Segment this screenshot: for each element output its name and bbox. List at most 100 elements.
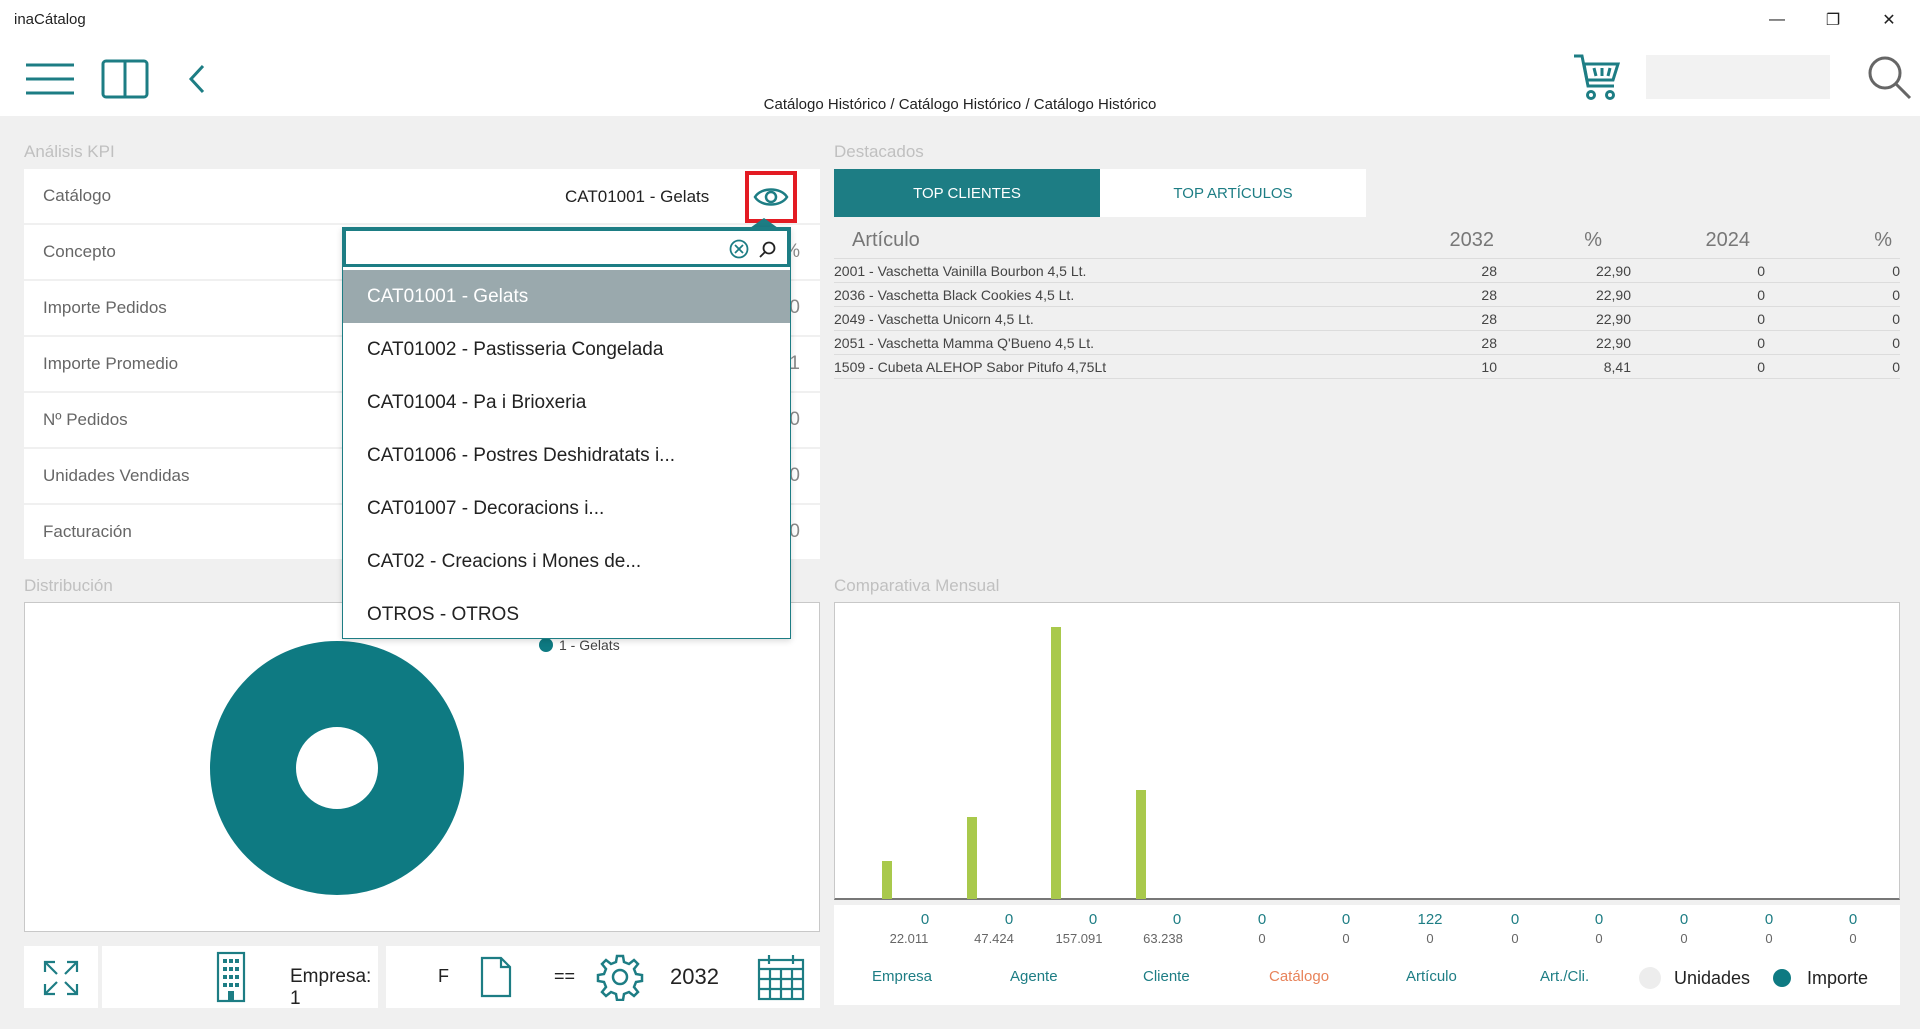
tab-top-clientes[interactable]: TOP CLIENTES: [834, 169, 1100, 217]
table-cell: 2049 - Vaschetta Unicorn 4,5 Lt.: [834, 311, 1034, 327]
importe-value: 0: [1172, 911, 1182, 928]
radio-importe-label[interactable]: Importe: [1807, 968, 1869, 988]
table-header: Artículo 2032 % 2024 %: [834, 219, 1900, 259]
destacados-section-title: Destacados: [834, 142, 924, 161]
destacados-table: Artículo 2032 % 2024 % 2001 - Vaschetta …: [834, 219, 1900, 379]
empresa-selector[interactable]: Empresa: 1: [102, 946, 378, 1009]
expand-icon: [43, 960, 79, 996]
monthly-bar[interactable]: [882, 861, 892, 899]
group-articulo[interactable]: Artículo: [1406, 968, 1457, 985]
kpi-section-title: Análisis KPI: [24, 142, 115, 161]
unidades-value: 0: [1765, 931, 1773, 946]
table-cell: 0: [1892, 311, 1900, 327]
calendar-icon[interactable]: [756, 952, 806, 1002]
gear-icon[interactable]: [596, 953, 644, 1001]
monthly-bar-chart: [834, 602, 1900, 900]
dropdown-item[interactable]: OTROS - OTROS: [367, 604, 519, 625]
monthly-bar[interactable]: [1051, 627, 1061, 899]
dropdown-item[interactable]: CAT01001 - Gelats: [343, 270, 790, 323]
table-row[interactable]: 2049 - Vaschetta Unicorn 4,5 Lt. 28 22,9…: [834, 307, 1900, 331]
year-value[interactable]: 2032: [670, 964, 719, 989]
table-row[interactable]: 1509 - Cubeta ALEHOP Sabor Pitufo 4,75Lt…: [834, 355, 1900, 379]
distribution-panel: [24, 602, 820, 932]
importe-value: 0: [1257, 911, 1267, 928]
monthly-bar[interactable]: [967, 817, 977, 899]
kpi-value: 0: [789, 465, 800, 486]
dropdown-item[interactable]: CAT01004 - Pa i Brioxeria: [367, 392, 587, 413]
group-cliente[interactable]: Cliente: [1143, 968, 1190, 985]
column-header: 2032: [1449, 229, 1495, 251]
table-cell: 2051 - Vaschetta Mamma Q'Bueno 4,5 Lt.: [834, 335, 1094, 351]
radio-unidades-label[interactable]: Unidades: [1674, 968, 1751, 988]
unidades-value: 0: [1258, 931, 1266, 946]
dropdown-item[interactable]: CAT01006 - Postres Deshidratats i...: [367, 445, 675, 466]
catalog-selector-button[interactable]: [745, 171, 797, 223]
table-cell: 28: [1481, 335, 1497, 351]
comparativa-section-title: Comparativa Mensual: [834, 576, 1000, 595]
table-cell: 2036 - Vaschetta Black Cookies 4,5 Lt.: [834, 287, 1075, 303]
table-cell: 22,90: [1595, 335, 1631, 351]
group-empresa[interactable]: Empresa: [872, 968, 933, 985]
operator-label[interactable]: ==: [554, 966, 576, 986]
donut-slice[interactable]: [210, 641, 464, 895]
importe-value: 0: [1848, 911, 1858, 928]
breadcrumb: Catálogo Histórico / Catálogo Histórico …: [763, 96, 1157, 113]
table-cell: 0: [1892, 359, 1900, 375]
book-icon[interactable]: [101, 58, 149, 105]
table-cell: 22,90: [1595, 311, 1631, 327]
search-icon[interactable]: [759, 240, 777, 258]
document-icon[interactable]: [480, 956, 512, 998]
restore-button[interactable]: ❐: [1825, 12, 1841, 29]
title-bar: [0, 0, 1920, 40]
search-icon[interactable]: [1866, 54, 1912, 105]
distribution-section-title: Distribución: [24, 576, 113, 595]
radio-unidades[interactable]: [1639, 967, 1661, 989]
table-cell: 0: [1757, 311, 1765, 327]
kpi-label: Importe Promedio: [43, 354, 179, 373]
dropdown-item[interactable]: CAT01007 - Decoracions i...: [367, 498, 605, 519]
legend-dot: [539, 638, 553, 652]
table-cell: 0: [1892, 335, 1900, 351]
expand-button[interactable]: [24, 946, 98, 1008]
dropdown-search-field[interactable]: [343, 228, 790, 267]
close-button[interactable]: ✕: [1882, 12, 1896, 29]
unidades-value: 22.011: [889, 931, 929, 946]
kpi-catalog-row: Catálogo CAT01001 - Gelats: [24, 169, 820, 223]
table-cell: 2001 - Vaschetta Vainilla Bourbon 4,5 Lt…: [834, 263, 1087, 279]
kpi-value: 0: [789, 521, 800, 542]
monthly-bar[interactable]: [1136, 790, 1146, 899]
cart-icon[interactable]: [1572, 52, 1622, 107]
group-art-cli[interactable]: Art./Cli.: [1540, 968, 1590, 985]
dropdown-item[interactable]: CAT01002 - Pastisseria Congelada: [367, 339, 664, 360]
table-row[interactable]: 2051 - Vaschetta Mamma Q'Bueno 4,5 Lt. 2…: [834, 331, 1900, 355]
tab-top-articulos[interactable]: TOP ARTÍCULOS: [1100, 169, 1366, 217]
legend-label: 1 - Gelats: [559, 637, 620, 653]
table-cell: 10: [1481, 359, 1497, 375]
comparativa-footer: [834, 905, 1900, 1005]
table-row[interactable]: 2001 - Vaschetta Vainilla Bourbon 4,5 Lt…: [834, 259, 1900, 283]
chevron-left-icon[interactable]: [188, 64, 206, 99]
table-cell: 22,90: [1595, 287, 1631, 303]
building-icon: [216, 951, 246, 1003]
group-agente[interactable]: Agente: [1010, 968, 1058, 985]
hamburger-icon[interactable]: [26, 62, 74, 101]
importe-value: 0: [1510, 911, 1520, 928]
f-label[interactable]: F: [438, 966, 449, 986]
importe-value: 0: [1594, 911, 1604, 928]
table-cell: 28: [1481, 311, 1497, 327]
table-cell: 22,90: [1595, 263, 1631, 279]
radio-importe[interactable]: [1773, 969, 1791, 987]
toolbar: [0, 40, 1920, 116]
search-input[interactable]: [1646, 55, 1830, 99]
kpi-catalog-value[interactable]: CAT01001 - Gelats: [565, 187, 710, 206]
table-row[interactable]: 2036 - Vaschetta Black Cookies 4,5 Lt. 2…: [834, 283, 1900, 307]
table-cell: 1509 - Cubeta ALEHOP Sabor Pitufo 4,75Lt: [834, 359, 1107, 375]
dropdown-item[interactable]: CAT02 - Creacions i Mones de...: [367, 551, 642, 572]
kpi-value: 1: [789, 353, 800, 374]
clear-icon[interactable]: [729, 239, 749, 259]
minimize-button[interactable]: —: [1769, 11, 1785, 28]
group-catalogo[interactable]: Catálogo: [1269, 968, 1330, 985]
importe-value: 0: [920, 911, 930, 928]
unidades-value: 0: [1680, 931, 1688, 946]
unidades-value: 157.091: [1055, 931, 1103, 946]
